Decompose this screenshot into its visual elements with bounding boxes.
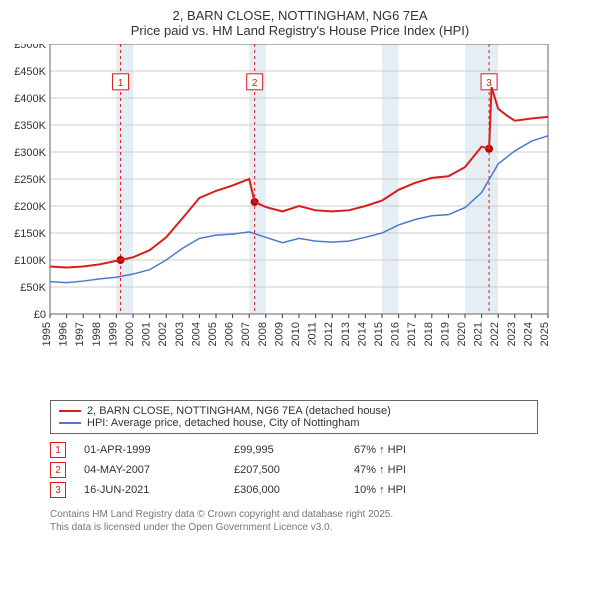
- svg-text:£50K: £50K: [20, 282, 46, 294]
- svg-text:2: 2: [252, 78, 258, 89]
- sale-date: 04-MAY-2007: [84, 464, 234, 476]
- sale-marker-2: 2: [50, 462, 66, 478]
- sale-price: £207,500: [234, 464, 354, 476]
- svg-text:2004: 2004: [190, 322, 202, 346]
- svg-text:2003: 2003: [174, 322, 186, 346]
- sale-marker-3: 3: [50, 482, 66, 498]
- svg-text:2001: 2001: [141, 322, 153, 346]
- sale-row: 2 04-MAY-2007 £207,500 47% ↑ HPI: [50, 462, 520, 478]
- svg-text:1998: 1998: [91, 322, 103, 346]
- svg-text:£200K: £200K: [14, 201, 46, 213]
- chart-container: £0 £50K £100K £150K £200K £250K £300K £350K £400…: [8, 44, 592, 394]
- footer-line2: This data is licensed under the Open Gov…: [50, 521, 592, 534]
- svg-text:£300K: £300K: [14, 147, 46, 159]
- svg-text:2022: 2022: [489, 322, 501, 346]
- svg-text:2017: 2017: [406, 322, 418, 346]
- svg-text:1: 1: [118, 78, 124, 89]
- sale-date: 01-APR-1999: [84, 444, 234, 456]
- svg-text:2018: 2018: [423, 322, 435, 346]
- svg-text:£350K: £350K: [14, 120, 46, 132]
- svg-text:£500K: £500K: [14, 44, 46, 51]
- svg-text:2000: 2000: [124, 322, 136, 346]
- sales-table: 1 01-APR-1999 £99,995 67% ↑ HPI 2 04-MAY…: [50, 442, 520, 498]
- svg-text:2019: 2019: [439, 322, 451, 346]
- svg-text:2014: 2014: [356, 322, 368, 346]
- svg-text:2010: 2010: [290, 322, 302, 346]
- price-chart: £0 £50K £100K £150K £200K £250K £300K £350K £400…: [8, 44, 590, 394]
- footer-attribution: Contains HM Land Registry data © Crown c…: [50, 508, 592, 534]
- svg-text:1996: 1996: [58, 322, 70, 346]
- svg-text:2016: 2016: [390, 322, 402, 346]
- svg-text:1999: 1999: [107, 322, 119, 346]
- svg-text:2020: 2020: [456, 322, 468, 346]
- sale-price: £306,000: [234, 484, 354, 496]
- svg-text:2011: 2011: [307, 322, 319, 346]
- svg-text:£0: £0: [34, 309, 46, 321]
- svg-text:2012: 2012: [323, 322, 335, 346]
- legend-label-series1: 2, BARN CLOSE, NOTTINGHAM, NG6 7EA (deta…: [87, 405, 391, 417]
- legend-row: HPI: Average price, detached house, City…: [59, 417, 529, 429]
- svg-text:2024: 2024: [522, 322, 534, 346]
- svg-text:2008: 2008: [257, 322, 269, 346]
- sale-date: 16-JUN-2021: [84, 484, 234, 496]
- chart-title-block: 2, BARN CLOSE, NOTTINGHAM, NG6 7EA Price…: [8, 8, 592, 38]
- svg-text:2021: 2021: [473, 322, 485, 346]
- footer-line1: Contains HM Land Registry data © Crown c…: [50, 508, 592, 521]
- svg-text:2009: 2009: [273, 322, 285, 346]
- svg-text:£250K: £250K: [14, 174, 46, 186]
- svg-text:2006: 2006: [224, 322, 236, 346]
- sale-row: 3 16-JUN-2021 £306,000 10% ↑ HPI: [50, 482, 520, 498]
- svg-text:£450K: £450K: [14, 66, 46, 78]
- svg-text:2013: 2013: [340, 322, 352, 346]
- svg-text:£400K: £400K: [14, 93, 46, 105]
- svg-text:2025: 2025: [539, 322, 551, 346]
- svg-text:1995: 1995: [41, 322, 53, 346]
- legend-swatch-series2: [59, 422, 81, 424]
- chart-title-line2: Price paid vs. HM Land Registry's House …: [8, 23, 592, 38]
- svg-text:£100K: £100K: [14, 255, 46, 267]
- chart-title-line1: 2, BARN CLOSE, NOTTINGHAM, NG6 7EA: [8, 8, 592, 23]
- legend-label-series2: HPI: Average price, detached house, City…: [87, 417, 360, 429]
- svg-text:2015: 2015: [373, 322, 385, 346]
- svg-text:2005: 2005: [207, 322, 219, 346]
- sale-pct: 67% ↑ HPI: [354, 444, 494, 456]
- legend-row: 2, BARN CLOSE, NOTTINGHAM, NG6 7EA (deta…: [59, 405, 529, 417]
- sale-price: £99,995: [234, 444, 354, 456]
- sale-row: 1 01-APR-1999 £99,995 67% ↑ HPI: [50, 442, 520, 458]
- legend-box: 2, BARN CLOSE, NOTTINGHAM, NG6 7EA (deta…: [50, 400, 538, 434]
- svg-text:2007: 2007: [240, 322, 252, 346]
- sale-marker-1: 1: [50, 442, 66, 458]
- legend-swatch-series1: [59, 410, 81, 412]
- sale-pct: 47% ↑ HPI: [354, 464, 494, 476]
- sale-pct: 10% ↑ HPI: [354, 484, 494, 496]
- svg-text:1997: 1997: [74, 322, 86, 346]
- svg-text:2023: 2023: [506, 322, 518, 346]
- svg-text:2002: 2002: [157, 322, 169, 346]
- svg-text:£150K: £150K: [14, 228, 46, 240]
